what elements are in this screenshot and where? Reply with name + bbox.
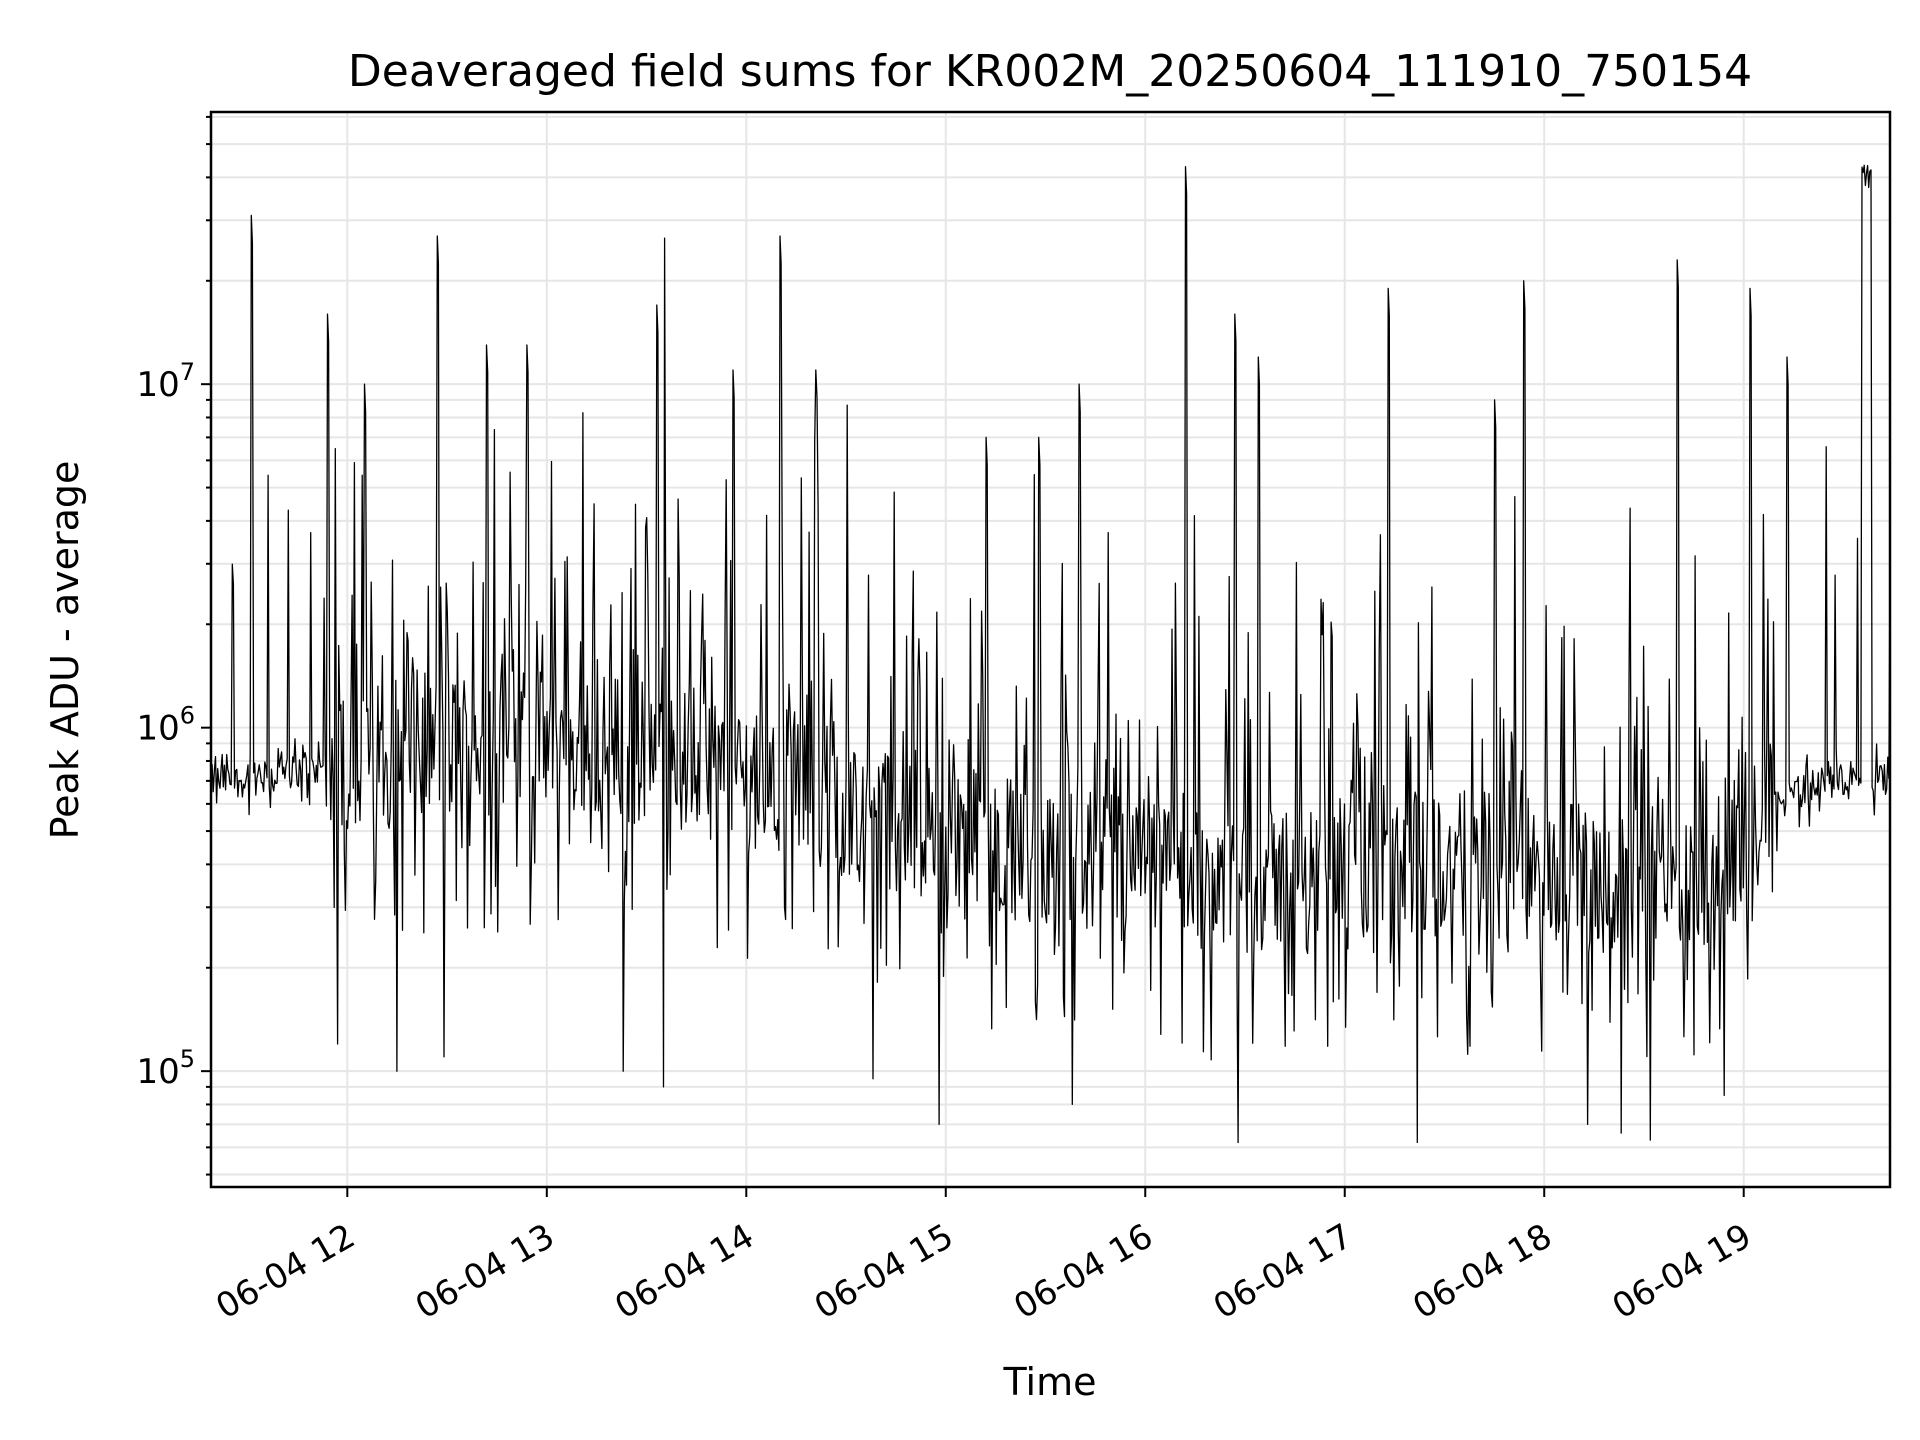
chart-title: Deaveraged field sums for KR002M_2025060…: [348, 46, 1752, 97]
y-tick-label-base: 10: [136, 1052, 179, 1092]
x-tick-label: 06-04 16: [1007, 1216, 1159, 1327]
y-tick-label-base: 10: [136, 709, 179, 749]
x-tick-label: 06-04 14: [608, 1216, 760, 1327]
x-tick-label: 06-04 17: [1207, 1216, 1359, 1327]
y-tick-label-base: 10: [136, 365, 179, 405]
x-tick-label: 06-04 13: [409, 1216, 561, 1327]
y-tick-label-exponent: 6: [180, 702, 195, 730]
plot-frame: [209, 110, 1892, 1189]
y-tick-label: 105: [136, 1045, 195, 1092]
y-tick-label: 106: [136, 702, 195, 749]
grid-layer: [211, 112, 1890, 1187]
y-tick-label-exponent: 7: [180, 358, 195, 386]
x-axis-label: Time: [1003, 1360, 1097, 1404]
y-tick-label-exponent: 5: [180, 1045, 195, 1073]
y-axis-label: Peak ADU - average: [43, 461, 87, 840]
x-tick-label: 06-04 18: [1406, 1216, 1558, 1327]
y-tick-label: 107: [136, 358, 195, 405]
x-tick-label: 06-04 15: [808, 1216, 960, 1327]
x-tick-label: 06-04 19: [1606, 1216, 1758, 1327]
x-tick-label: 06-04 12: [209, 1216, 361, 1327]
series-line: [210, 164, 1891, 1144]
